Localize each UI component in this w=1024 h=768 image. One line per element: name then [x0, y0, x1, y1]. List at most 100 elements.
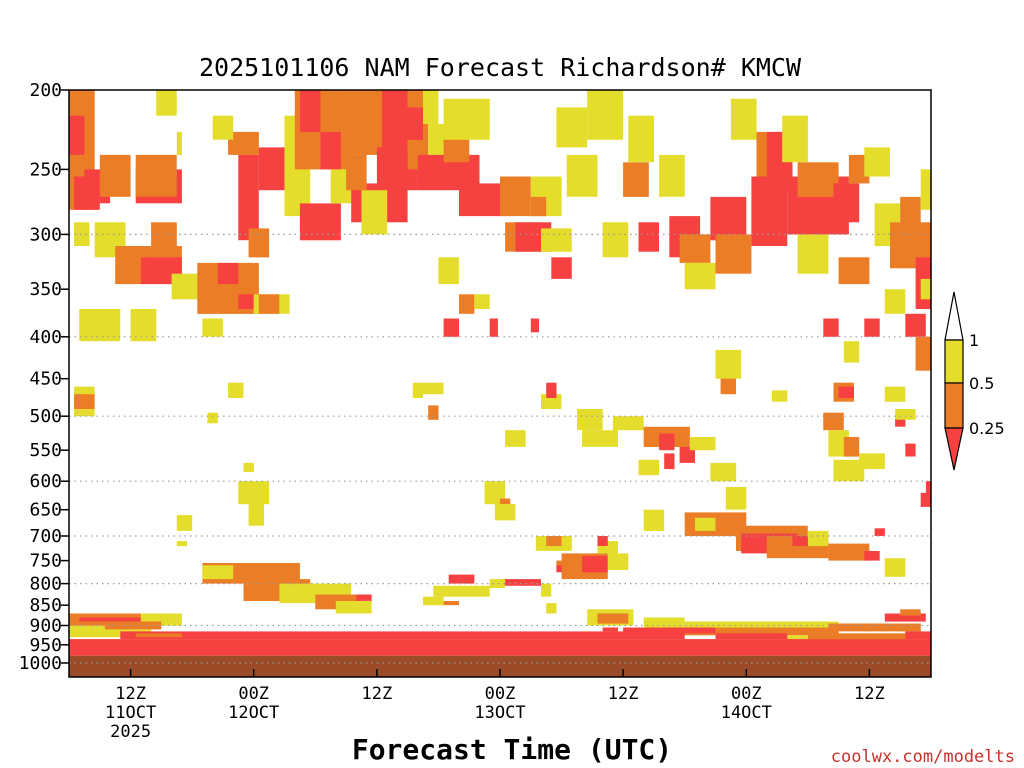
ri-cell-110: [612, 416, 644, 431]
x-tick-label-0-1: 11OCT: [105, 703, 156, 723]
y-tick-label-1000: 1000: [19, 653, 62, 674]
ri-cell-72: [730, 98, 757, 140]
ri-cell-152: [643, 509, 665, 531]
ri-cell-131: [895, 409, 916, 420]
ri-cell-135: [238, 481, 270, 505]
ri-cell-137: [243, 462, 254, 473]
ri-cell-120: [715, 349, 742, 379]
ri-cell-96: [864, 318, 880, 337]
ri-cell-191: [828, 623, 921, 632]
ri-cell-62: [530, 318, 539, 333]
y-tick-label-550: 550: [29, 440, 62, 461]
ri-cell-113: [679, 446, 695, 463]
ri-cell-70: [679, 234, 711, 263]
legend-bin-orange: [944, 382, 964, 429]
ri-cell-201: [905, 631, 931, 640]
ri-cell-184: [69, 629, 152, 638]
x-tick-label-1-1: 12OCT: [228, 703, 279, 723]
y-tick-label-500: 500: [29, 406, 62, 427]
y-axis: 200 250 300 350 400 450 500 550 600 650 700 7508008…: [19, 80, 69, 674]
ri-cell-105: [505, 430, 526, 447]
ri-cell-18: [202, 318, 223, 337]
ri-cell-183: [104, 621, 162, 630]
y-tick-label-700: 700: [29, 526, 62, 547]
ri-cell-127: [833, 459, 865, 482]
ri-cell-158: [792, 536, 813, 546]
ri-cell-198: [135, 633, 182, 638]
y-tick-label-850: 850: [29, 595, 62, 616]
ri-cell-82: [833, 183, 860, 223]
ri-cell-95: [823, 318, 839, 337]
ri-cell-6: [74, 222, 90, 246]
ri-cell-148: [582, 555, 608, 573]
ri-cell-186: [597, 613, 629, 624]
y-tick-label-350: 350: [29, 279, 62, 300]
y-tick-label-400: 400: [29, 327, 62, 348]
x-tick-label-1-0: 00Z: [238, 684, 269, 704]
ri-cell-99: [74, 394, 95, 409]
ri-cell-128: [859, 453, 885, 470]
ri-cell-114: [664, 453, 675, 470]
x-tick-label-5-0: 00Z: [731, 684, 762, 704]
ri-cell-133: [920, 492, 931, 507]
ri-cell-193: [900, 609, 921, 616]
ri-cell-112: [659, 433, 675, 451]
ri-cell-189: [679, 627, 839, 636]
ri-cell-140: [484, 481, 506, 505]
ri-cell-100: [228, 382, 244, 398]
ri-cell-132: [905, 443, 916, 457]
y-tick-label-450: 450: [29, 369, 62, 390]
ri-cell-139: [176, 541, 188, 547]
ri-cell-123: [838, 386, 854, 398]
ri-cell-42: [423, 90, 439, 124]
legend-bin-above: [944, 291, 964, 341]
ri-cell-20: [238, 294, 254, 309]
y-tick-label-600: 600: [29, 471, 62, 492]
ri-cell-162: [884, 558, 906, 577]
ri-cell-63: [587, 90, 624, 140]
ri-cell-13: [176, 131, 182, 155]
x-tick-label-5-1: 14OCT: [721, 703, 772, 723]
ri-cell-41: [402, 107, 423, 140]
ri-cell-58: [459, 294, 475, 314]
ri-cell-126: [843, 437, 860, 457]
ri-cell-159: [807, 530, 829, 547]
ri-cell-84: [838, 257, 870, 285]
ri-cell-54: [556, 107, 588, 148]
x-tick-label-2-0: 12Z: [362, 684, 393, 704]
ri-cell-32: [320, 131, 341, 170]
ri-cell-181: [79, 617, 141, 622]
ri-cell-195: [807, 633, 911, 640]
ri-cell-144: [546, 536, 562, 546]
ri-cell-73: [710, 196, 747, 241]
ri-cell-176: [489, 579, 506, 588]
ri-cell-174: [443, 601, 459, 606]
ri-cell-48: [500, 176, 531, 217]
ri-cell-136: [248, 504, 264, 526]
y-tick-label-800: 800: [29, 574, 62, 595]
ri-cell-24: [212, 115, 234, 140]
ri-cell-12: [156, 90, 177, 116]
ri-cell-125: [828, 430, 849, 457]
ri-cell-104: [428, 405, 439, 420]
heatmap-cells: [69, 90, 931, 677]
ri-cell-151: [597, 536, 608, 546]
ri-cell-171: [433, 585, 490, 597]
ri-cell-103: [423, 382, 444, 395]
ri-cell-14: [79, 309, 121, 342]
ri-cell-134: [925, 481, 931, 493]
ground-fill: [69, 655, 931, 677]
ri-cell-154: [695, 517, 716, 531]
ri-cell-187: [602, 627, 618, 632]
ri-cell-190: [684, 621, 839, 628]
ri-cell-199: [623, 627, 716, 634]
ri-cell-192: [884, 613, 926, 622]
ri-cell-23: [228, 131, 259, 155]
ri-cell-15: [130, 309, 157, 342]
x-tick-label-4-0: 12Z: [608, 684, 639, 704]
ri-cell-61: [489, 318, 498, 337]
y-tick-label-300: 300: [29, 224, 62, 245]
ri-cell-80: [797, 162, 839, 197]
